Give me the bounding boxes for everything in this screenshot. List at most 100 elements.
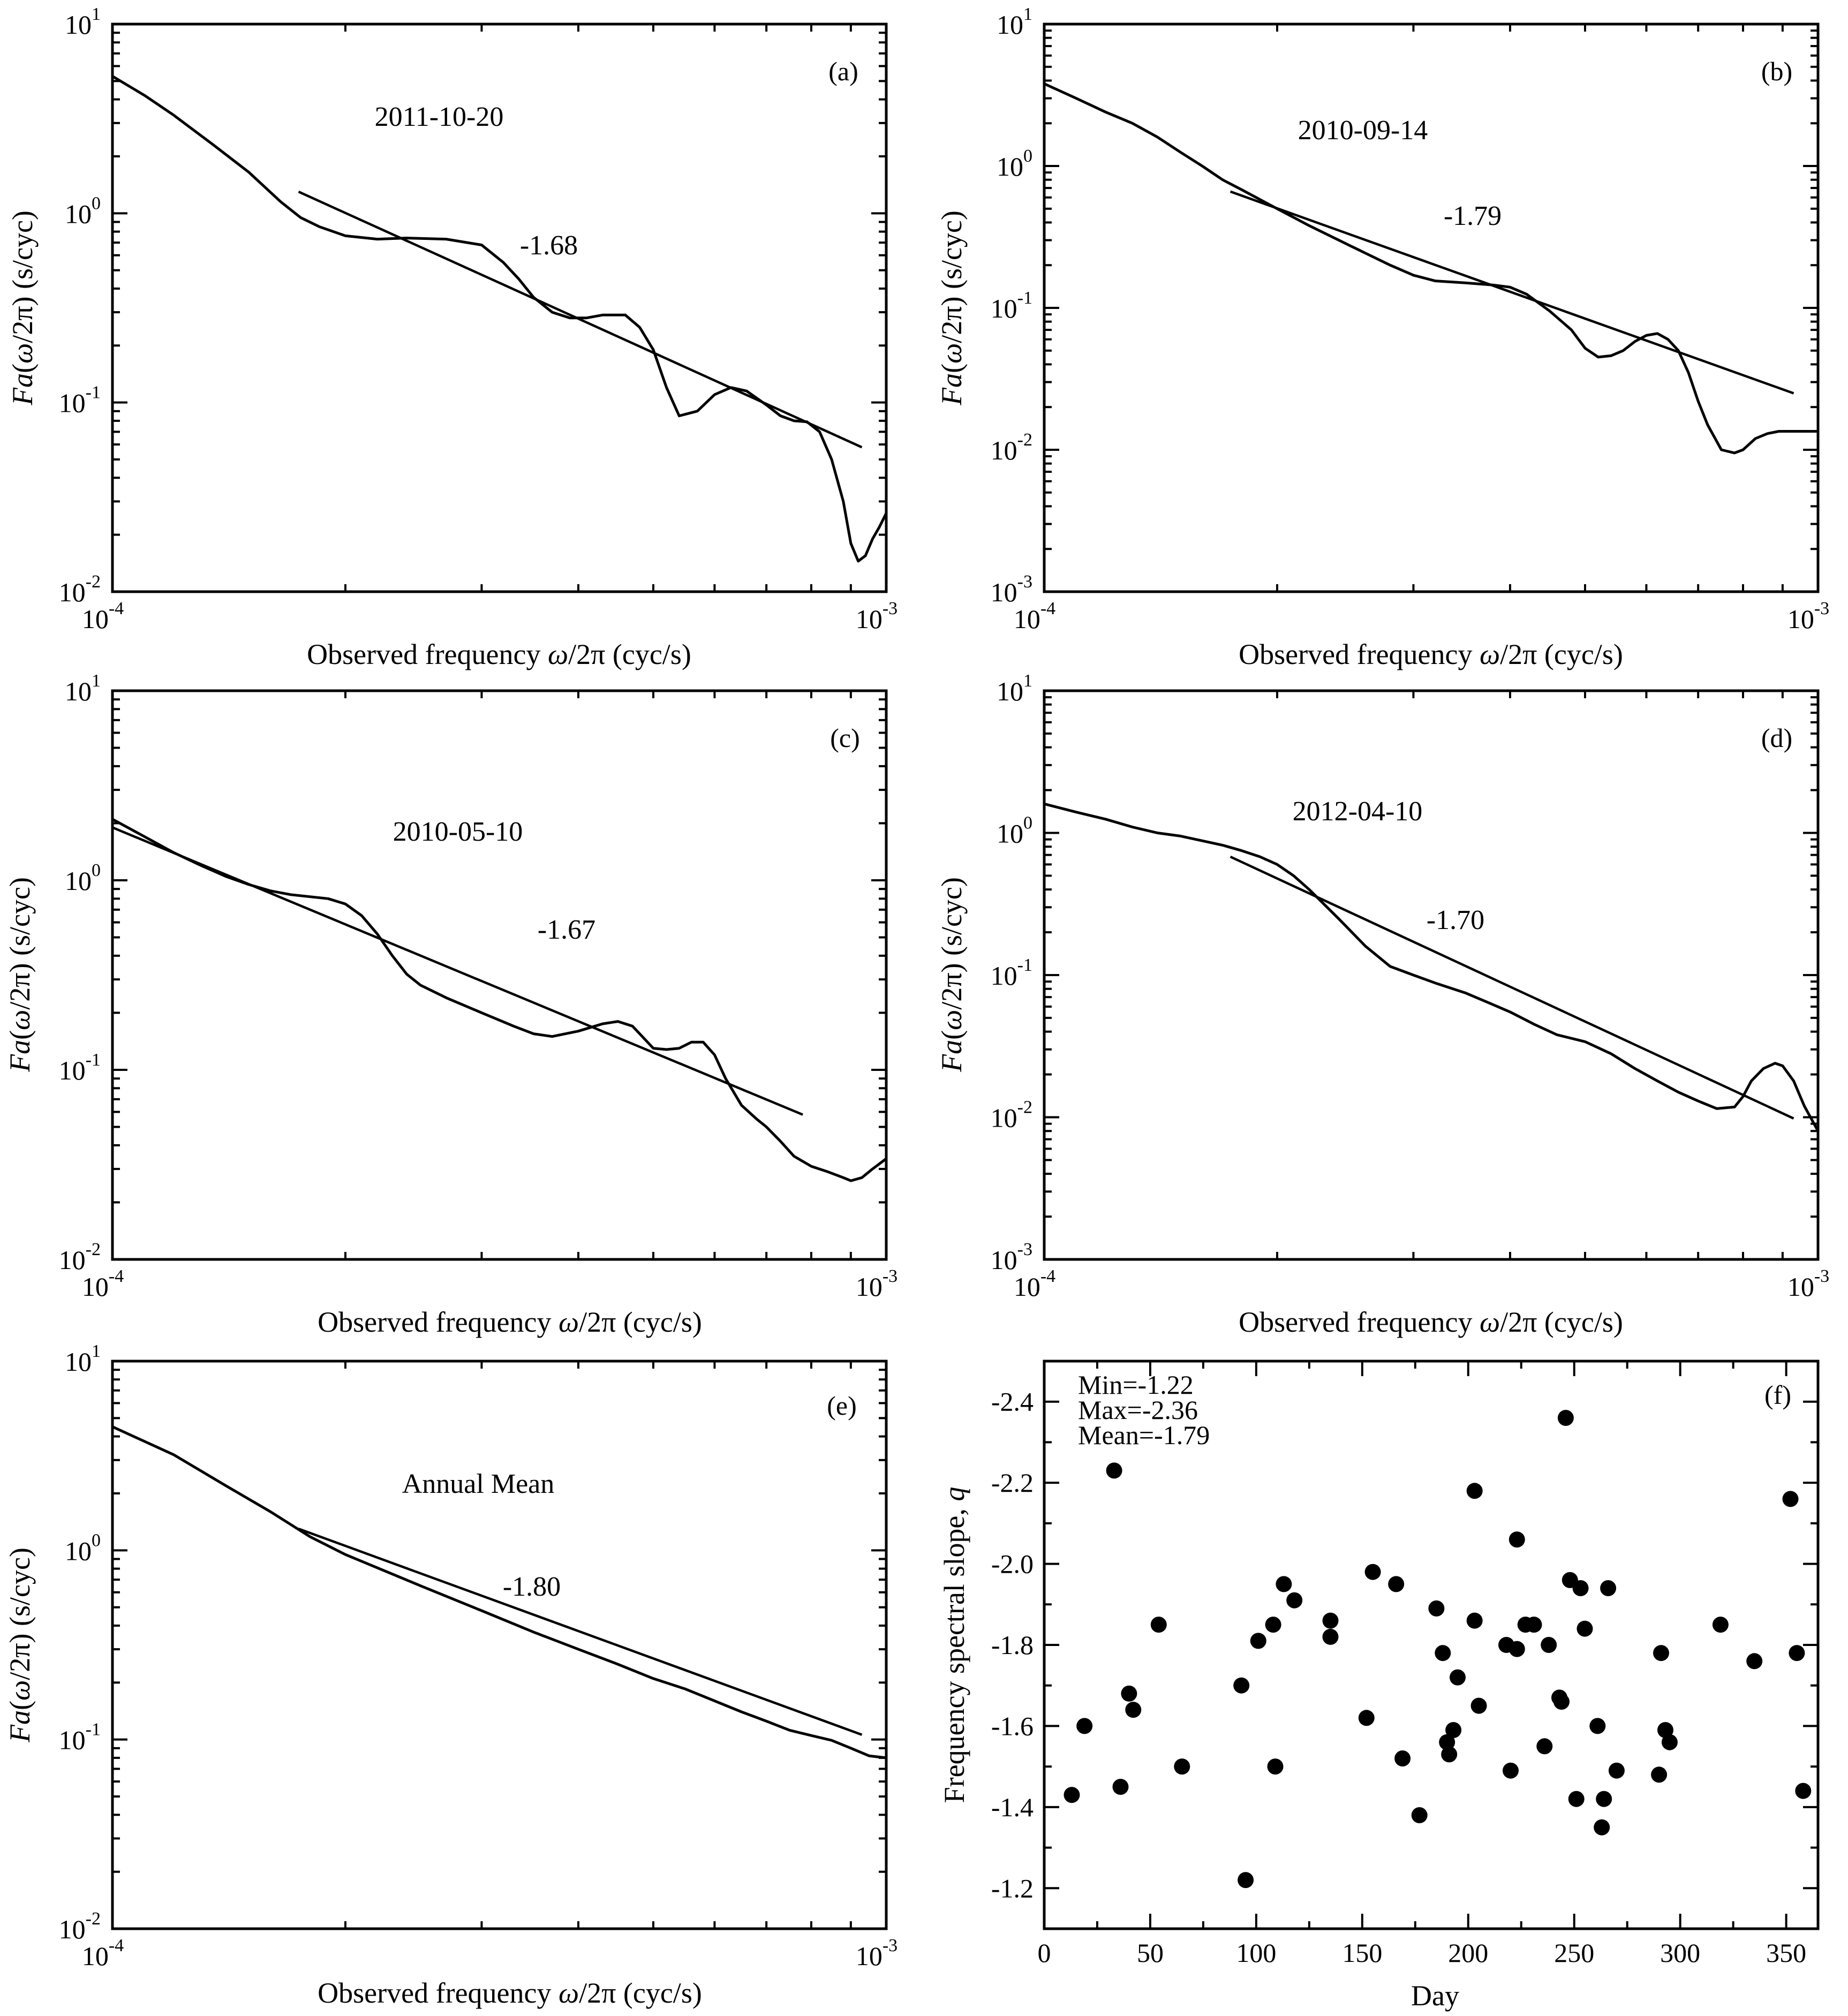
data-point bbox=[1428, 1600, 1445, 1617]
y-tick-label: 10-1 bbox=[59, 1050, 101, 1085]
y-tick-label: 100 bbox=[65, 1530, 101, 1566]
fit-line bbox=[298, 191, 863, 449]
spectrum-line bbox=[111, 818, 887, 1182]
y-tick-label: -2.0 bbox=[991, 1549, 1034, 1579]
data-point bbox=[1526, 1617, 1542, 1633]
data-point bbox=[1394, 1750, 1411, 1766]
date-label: 2010-09-14 bbox=[1298, 115, 1428, 146]
y-axis-title: Fa(ω/2π) (s/cyc) bbox=[936, 210, 968, 406]
panel-letter: (b) bbox=[1761, 56, 1792, 86]
x-tick-label: 300 bbox=[1660, 1938, 1700, 1968]
x-axis-title: Observed frequency ω/2π (cyc/s) bbox=[1239, 1306, 1623, 1338]
data-point bbox=[1445, 1722, 1462, 1738]
y-tick-label: -1.2 bbox=[991, 1873, 1034, 1903]
data-point bbox=[1238, 1872, 1254, 1889]
data-point bbox=[1651, 1766, 1668, 1783]
panel-letter: (f) bbox=[1764, 1380, 1791, 1410]
panel-letter: (d) bbox=[1761, 723, 1792, 753]
data-point bbox=[1076, 1718, 1093, 1734]
x-axis-title: Observed frequency ω/2π (cyc/s) bbox=[318, 1977, 702, 2009]
y-tick-label: 10-1 bbox=[59, 1720, 101, 1755]
y-tick-label: 100 bbox=[65, 860, 101, 896]
x-tick-label: 10-3 bbox=[856, 599, 897, 634]
data-point bbox=[1450, 1669, 1466, 1686]
data-point bbox=[1121, 1685, 1137, 1702]
x-tick-label: 0 bbox=[1038, 1938, 1051, 1968]
x-axis-title: Observed frequency ω/2π (cyc/s) bbox=[307, 638, 691, 670]
panel-letter: (a) bbox=[828, 56, 858, 86]
data-point bbox=[1250, 1633, 1266, 1649]
data-point bbox=[1112, 1779, 1129, 1795]
data-point bbox=[1594, 1819, 1610, 1836]
plot-frame bbox=[1043, 689, 1820, 1261]
data-point bbox=[1657, 1722, 1673, 1738]
y-tick-label: 100 bbox=[997, 813, 1032, 849]
y-tick-label: 10-2 bbox=[59, 1240, 101, 1275]
y-axis: 101 100 10-1 10-2 10-3 bbox=[991, 671, 1818, 1275]
plot-frame bbox=[1043, 22, 1820, 593]
data-point bbox=[1568, 1791, 1585, 1807]
date-label: 2011-10-20 bbox=[375, 102, 504, 132]
y-tick-label: 101 bbox=[65, 4, 101, 40]
x-tick-label: 350 bbox=[1766, 1938, 1806, 1968]
data-point bbox=[1441, 1746, 1458, 1763]
slope-label: -1.79 bbox=[1444, 201, 1502, 231]
x-tick-label: 10-3 bbox=[1787, 1266, 1829, 1302]
stat-min: Min=-1.22 bbox=[1078, 1370, 1194, 1400]
y-axis-title: Fa(ω/2π) (s/cyc) bbox=[4, 877, 36, 1073]
y-axis: 101 100 10-1 10-2 bbox=[59, 671, 886, 1275]
plot-frame bbox=[111, 1360, 888, 1930]
data-point bbox=[1795, 1783, 1812, 1799]
spectrum-line bbox=[1043, 82, 1818, 455]
panel-letter: (c) bbox=[830, 723, 860, 753]
data-point bbox=[1150, 1617, 1167, 1633]
series-marks bbox=[111, 1425, 887, 1760]
series-marks bbox=[1044, 802, 1820, 1132]
scatter-points bbox=[1063, 1410, 1812, 1889]
x-axis: 10-4 10-3 bbox=[82, 24, 897, 634]
data-point bbox=[1503, 1762, 1519, 1779]
panel-c: 101 100 10-1 10-2 10-4 10-3 (c) 2010-05-10 -… bbox=[4, 671, 897, 1338]
data-point bbox=[1596, 1791, 1612, 1807]
data-point bbox=[1541, 1637, 1557, 1653]
y-tick-label: 10-1 bbox=[59, 383, 101, 418]
y-axis: 101 100 10-1 10-2 10-3 bbox=[991, 4, 1818, 607]
data-point bbox=[1265, 1617, 1281, 1633]
x-axis-title: Day bbox=[1411, 1980, 1459, 2012]
x-axis: 10-4 10-3 bbox=[82, 691, 897, 1302]
data-point bbox=[1411, 1807, 1428, 1823]
data-point bbox=[1435, 1645, 1451, 1662]
data-point bbox=[1364, 1564, 1381, 1580]
y-tick-label: 101 bbox=[997, 671, 1032, 706]
panel-f: -2.4 -2.2 -2.0 -1.8 -1.6 -1.4 -1.2 0 50 100 150 20… bbox=[938, 1360, 1820, 2012]
y-axis-title: Frequency spectral slope, q bbox=[938, 1487, 970, 1803]
date-label: Annual Mean bbox=[402, 1469, 554, 1499]
data-point bbox=[1746, 1653, 1763, 1670]
x-tick-label: 50 bbox=[1137, 1938, 1164, 1968]
x-tick-label: 10-4 bbox=[82, 599, 124, 634]
panel-letter: (e) bbox=[827, 1391, 857, 1421]
spectrum-line bbox=[111, 75, 888, 563]
x-axis-title: Observed frequency ω/2π (cyc/s) bbox=[318, 1306, 702, 1338]
data-point bbox=[1276, 1576, 1292, 1592]
slope-label: -1.67 bbox=[538, 915, 595, 945]
fit-line bbox=[1230, 855, 1794, 1120]
data-point bbox=[1577, 1620, 1593, 1637]
x-tick-label: 10-4 bbox=[82, 1936, 124, 1971]
spectrum-line bbox=[111, 1425, 887, 1760]
y-tick-label: 101 bbox=[997, 4, 1032, 40]
slope-label: -1.68 bbox=[520, 230, 578, 261]
data-point bbox=[1322, 1628, 1339, 1645]
data-point bbox=[1712, 1617, 1729, 1633]
data-point bbox=[1589, 1718, 1606, 1734]
y-tick-label: 101 bbox=[65, 1341, 101, 1377]
y-tick-label: 10-3 bbox=[991, 1240, 1032, 1275]
data-point bbox=[1286, 1592, 1303, 1609]
x-axis-title: Observed frequency ω/2π (cyc/s) bbox=[1239, 638, 1623, 670]
data-point bbox=[1388, 1576, 1405, 1592]
y-axis-title: Fa(ω/2π) (s/cyc) bbox=[4, 1547, 36, 1743]
